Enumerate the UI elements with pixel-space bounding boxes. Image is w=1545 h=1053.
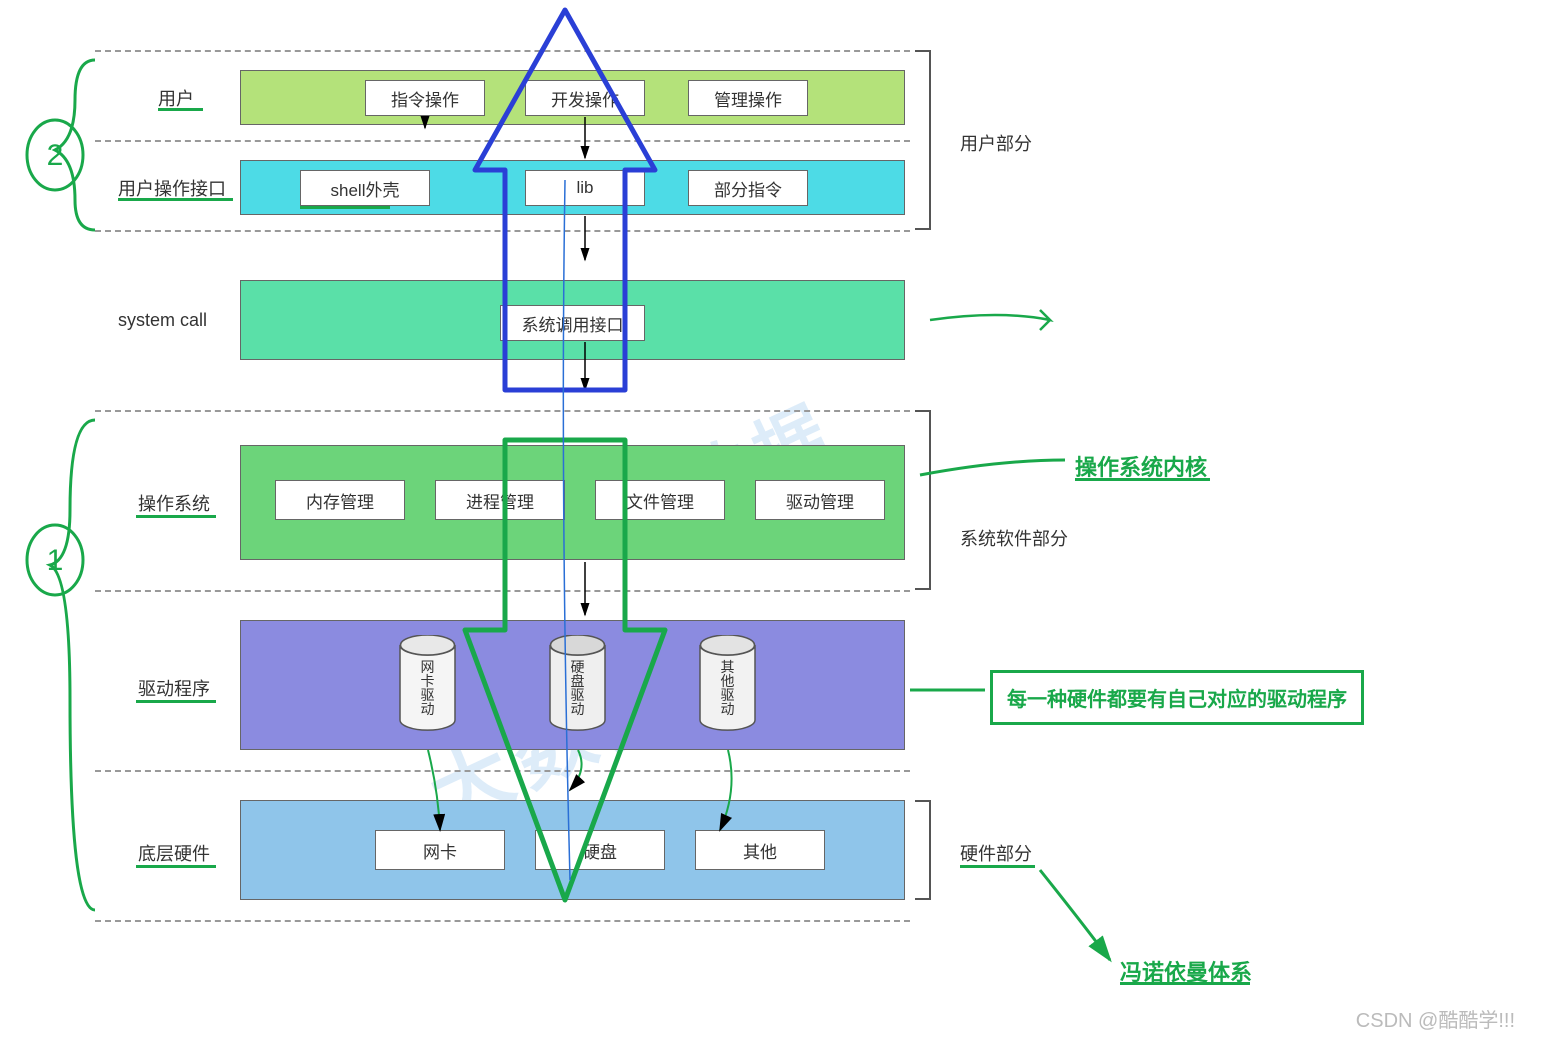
separator-6 [95,920,910,922]
credit: CSDN @酷酷学!!! [1356,1004,1515,1033]
underline-4 [136,700,216,703]
underline-0 [158,108,203,111]
cylinder-0: 网卡驱动 [398,635,457,750]
separator-0 [95,50,910,52]
box-user-if-1: lib [525,170,645,206]
bracket-2 [915,800,931,900]
bracket-0 [915,50,931,230]
svg-text:硬盘驱动: 硬盘驱动 [570,660,586,717]
box-user-0: 指令操作 [365,80,485,116]
separator-4 [95,590,910,592]
underline-8 [1120,982,1250,985]
box-hw-2: 其他 [695,830,825,870]
underline-1 [118,198,233,201]
annot-driver: 每一种硬件都要有自己对应的驱动程序 [990,670,1364,725]
box-os-0: 内存管理 [275,480,405,520]
underline-2 [300,206,390,209]
layer-label-syscall: system call [118,310,207,331]
bracket-1 [915,410,931,590]
box-syscall-0: 系统调用接口 [500,305,645,341]
separator-1 [95,140,910,142]
cylinder-2: 其他驱动 [698,635,757,750]
box-user-if-0: shell外壳 [300,170,430,206]
box-os-1: 进程管理 [435,480,565,520]
svg-text:网卡驱动: 网卡驱动 [420,660,436,717]
separator-3 [95,410,910,412]
svg-text:2: 2 [47,139,64,172]
side-label-2: 硬件部分 [960,840,1032,866]
separator-2 [95,230,910,232]
box-user-1: 开发操作 [525,80,645,116]
layer-label-os: 操作系统 [138,490,210,516]
box-os-2: 文件管理 [595,480,725,520]
separator-5 [95,770,910,772]
box-hw-0: 网卡 [375,830,505,870]
underline-3 [136,515,216,518]
svg-text:1: 1 [47,544,64,577]
side-label-0: 用户部分 [960,130,1032,156]
svg-text:其他驱动: 其他驱动 [720,660,736,717]
box-hw-1: 硬盘 [535,830,665,870]
underline-7 [1075,478,1210,481]
cylinder-1: 硬盘驱动 [548,635,607,750]
side-label-1: 系统软件部分 [960,525,1068,551]
underline-6 [960,865,1035,868]
layer-label-hw: 底层硬件 [138,840,210,866]
box-user-if-2: 部分指令 [688,170,808,206]
layer-label-driver: 驱动程序 [138,675,210,701]
box-os-3: 驱动管理 [755,480,885,520]
box-user-2: 管理操作 [688,80,808,116]
underline-5 [136,865,216,868]
